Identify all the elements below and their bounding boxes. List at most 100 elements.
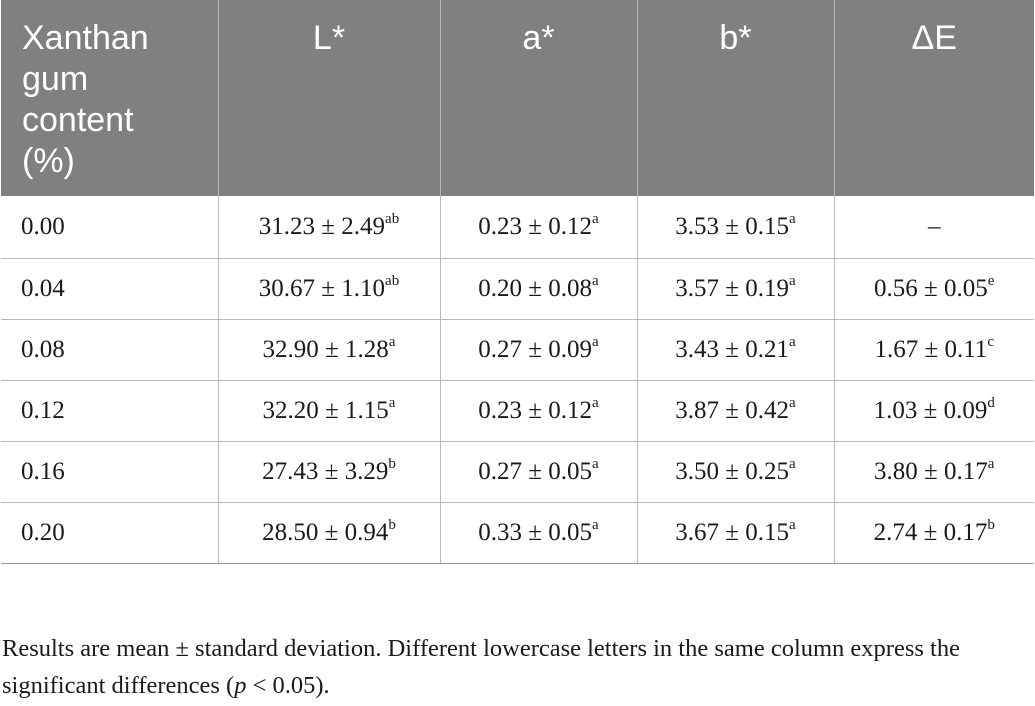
- cell-value: 3.53 ± 0.15: [675, 212, 790, 240]
- cell-value: 0.33 ± 0.05: [478, 518, 593, 546]
- cell-value: 32.20 ± 1.15: [262, 396, 389, 424]
- cell-value: 0.20: [21, 518, 65, 546]
- cell-value: 32.90 ± 1.28: [262, 335, 389, 363]
- significance-letter: a: [592, 272, 599, 289]
- significance-letter: ab: [385, 272, 400, 289]
- cell-xanthan-content: 0.00: [1, 196, 219, 258]
- cell-value: 0.23 ± 0.12: [478, 396, 593, 424]
- cell-a-star: 0.20 ± 0.08a: [440, 257, 638, 319]
- cell-value: 2.74 ± 0.17: [873, 518, 988, 546]
- header-l-star: L*: [218, 0, 441, 196]
- table-body: 0.00 31.23 ± 2.49ab 0.23 ± 0.12a 3.53 ± 0.1…: [1, 196, 1034, 564]
- significance-letter: b: [388, 516, 396, 533]
- cell-b-star: 3.57 ± 0.19a: [637, 257, 835, 319]
- cell-value: 3.43 ± 0.21: [675, 335, 790, 363]
- cell-value: 0.56 ± 0.05: [874, 274, 988, 302]
- header-line: Xanthan: [22, 19, 149, 57]
- table-row: 0.12 32.20 ± 1.15a 0.23 ± 0.12a 3.87 ± 0.42…: [1, 379, 1034, 441]
- cell-value: 27.43 ± 3.29: [262, 457, 389, 485]
- significance-letter: b: [987, 516, 995, 533]
- cell-value: 0.27 ± 0.05: [478, 457, 593, 485]
- cell-b-star: 3.67 ± 0.15a: [637, 501, 835, 564]
- cell-l-star: 32.90 ± 1.28a: [218, 318, 441, 380]
- significance-letter: a: [592, 394, 599, 411]
- cell-value: 3.87 ± 0.42: [675, 396, 790, 424]
- cell-value: 1.67 ± 0.11: [874, 335, 988, 363]
- cell-a-star: 0.23 ± 0.12a: [440, 379, 638, 441]
- significance-letter: a: [388, 394, 396, 411]
- table-row: 0.08 32.90 ± 1.28a 0.27 ± 0.09a 3.43 ± 0.21…: [1, 318, 1034, 380]
- cell-delta-e: 1.67 ± 0.11c: [834, 318, 1034, 380]
- cell-value: 3.57 ± 0.19: [675, 274, 790, 302]
- cell-l-star: 30.67 ± 1.10ab: [218, 257, 441, 319]
- cell-value: 0.23 ± 0.12: [478, 212, 593, 240]
- significance-letter: d: [987, 394, 995, 411]
- cell-value: 0.00: [21, 212, 65, 240]
- cell-value: 0.16: [21, 457, 65, 485]
- footnote-text-end: < 0.05).: [246, 672, 330, 699]
- cell-value: 0.27 ± 0.09: [478, 335, 593, 363]
- significance-letter: a: [789, 516, 796, 533]
- cell-xanthan-content: 0.04: [1, 257, 219, 319]
- significance-letter: b: [388, 455, 396, 472]
- significance-letter: a: [592, 210, 599, 227]
- significance-letter: c: [987, 333, 994, 350]
- cell-delta-e: –: [834, 196, 1034, 258]
- cell-xanthan-content: 0.20: [1, 501, 219, 564]
- cell-value: –: [928, 212, 941, 240]
- cell-a-star: 0.27 ± 0.09a: [440, 318, 638, 380]
- cell-value: 0.20 ± 0.08: [478, 274, 593, 302]
- cell-value: 31.23 ± 2.49: [258, 212, 386, 240]
- cell-xanthan-content: 0.16: [1, 440, 219, 502]
- significance-letter: a: [789, 333, 796, 350]
- cell-value: 3.67 ± 0.15: [675, 518, 790, 546]
- cell-value: 0.04: [21, 274, 65, 302]
- significance-letter: e: [987, 272, 995, 289]
- significance-letter: ab: [385, 210, 400, 227]
- table-row: 0.20 28.50 ± 0.94b 0.33 ± 0.05a 3.67 ± 0.15…: [1, 501, 1034, 564]
- header-b-star: b*: [637, 0, 835, 196]
- cell-delta-e: 2.74 ± 0.17b: [834, 501, 1034, 564]
- cell-b-star: 3.50 ± 0.25a: [637, 440, 835, 502]
- table-footnote: Results are mean ± standard deviation. D…: [2, 630, 1032, 704]
- cell-l-star: 27.43 ± 3.29b: [218, 440, 441, 502]
- significance-letter: a: [592, 333, 599, 350]
- significance-letter: a: [789, 455, 796, 472]
- cell-value: 28.50 ± 0.94: [262, 518, 389, 546]
- significance-letter: a: [592, 516, 599, 533]
- cell-delta-e: 3.80 ± 0.17a: [834, 440, 1034, 502]
- header-a-star: a*: [440, 0, 638, 196]
- header-xanthan-content: Xanthan gum content (%): [1, 0, 219, 196]
- cell-value: 0.12: [21, 396, 65, 424]
- cell-value: 0.08: [21, 335, 65, 363]
- significance-letter: a: [592, 455, 599, 472]
- significance-letter: a: [789, 272, 796, 289]
- cell-b-star: 3.53 ± 0.15a: [637, 196, 835, 258]
- cell-value: 3.80 ± 0.17: [874, 457, 988, 485]
- header-line: (%): [22, 142, 75, 180]
- cell-a-star: 0.27 ± 0.05a: [440, 440, 638, 502]
- table-row: 0.04 30.67 ± 1.10ab 0.20 ± 0.08a 3.57 ± 0.1…: [1, 257, 1034, 319]
- significance-letter: a: [789, 210, 796, 227]
- cell-l-star: 28.50 ± 0.94b: [218, 501, 441, 564]
- cell-xanthan-content: 0.12: [1, 379, 219, 441]
- header-row: Xanthan gum content (%) L* a* b* ΔE: [1, 0, 1034, 196]
- cell-a-star: 0.33 ± 0.05a: [440, 501, 638, 564]
- header-line: content: [22, 101, 134, 139]
- cell-xanthan-content: 0.08: [1, 318, 219, 380]
- cell-a-star: 0.23 ± 0.12a: [440, 196, 638, 258]
- footnote-text: Results are mean ± standard deviation. D…: [2, 635, 960, 699]
- cell-value: 30.67 ± 1.10: [258, 274, 386, 302]
- header-line: gum: [22, 60, 89, 98]
- color-parameters-table: Xanthan gum content (%) L* a* b* ΔE 0.00…: [1, 0, 1034, 564]
- cell-value: 1.03 ± 0.09: [873, 396, 988, 424]
- significance-letter: a: [789, 394, 796, 411]
- cell-delta-e: 1.03 ± 0.09d: [834, 379, 1034, 441]
- header-delta-e: ΔE: [834, 0, 1034, 196]
- cell-delta-e: 0.56 ± 0.05e: [834, 257, 1034, 319]
- table-header: Xanthan gum content (%) L* a* b* ΔE: [1, 0, 1034, 196]
- footnote-p-symbol: p: [234, 672, 247, 699]
- table-row: 0.16 27.43 ± 3.29b 0.27 ± 0.05a 3.50 ± 0.25…: [1, 440, 1034, 502]
- cell-l-star: 31.23 ± 2.49ab: [218, 196, 441, 258]
- cell-b-star: 3.87 ± 0.42a: [637, 379, 835, 441]
